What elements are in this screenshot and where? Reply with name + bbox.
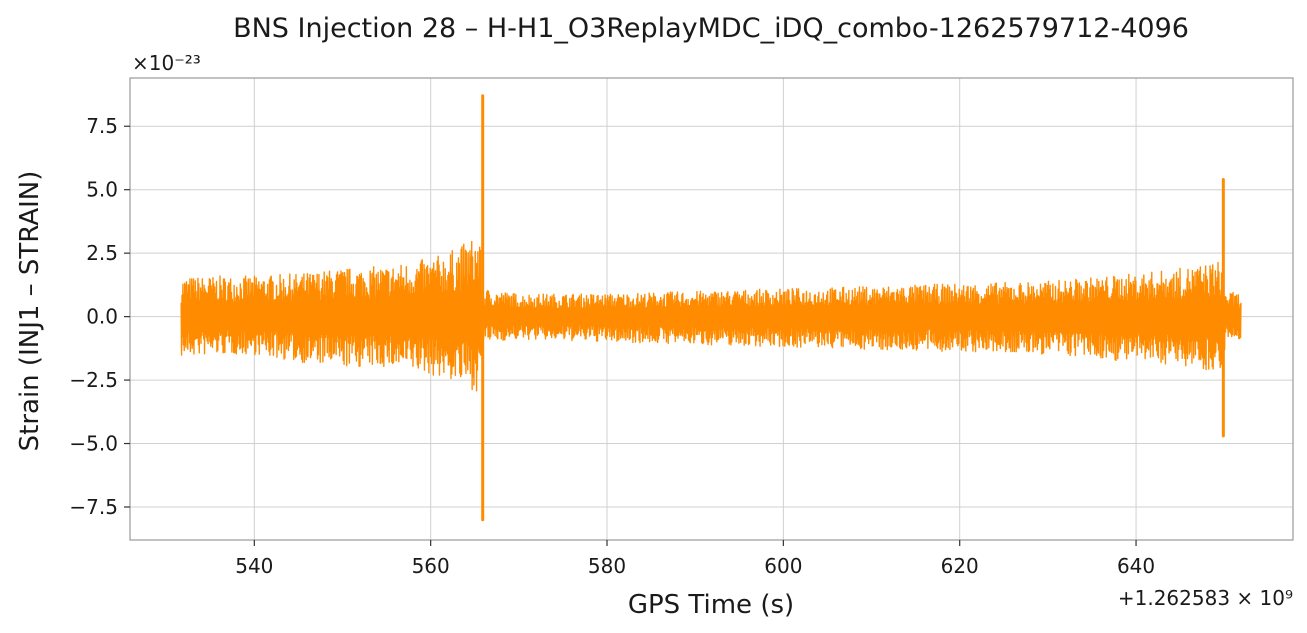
plot-frame <box>129 77 1294 541</box>
x-tick-label: 580 <box>588 554 626 578</box>
x-tick-label: 640 <box>1117 554 1155 578</box>
y-tick-label: −5.0 <box>69 432 118 456</box>
y-tick-label: −7.5 <box>69 495 118 519</box>
series-layer <box>180 94 1242 522</box>
chart-title: BNS Injection 28 – H-H1_O3ReplayMDC_iDQ_… <box>233 13 1189 44</box>
y-tick-label: 0.0 <box>86 305 118 329</box>
x-tick-label: 620 <box>941 554 979 578</box>
y-tick-label: 5.0 <box>86 178 118 202</box>
y-tick-label: −2.5 <box>69 368 118 392</box>
x-tick-label: 540 <box>235 554 273 578</box>
y-axis-ticks: −7.5 −5.0 −2.5 0.0 2.5 5.0 7.5 <box>69 114 130 519</box>
x-tick-label: 560 <box>412 554 450 578</box>
x-axis-label: GPS Time (s) <box>628 590 794 620</box>
y-axis-label: Strain (INJ1 – STRAIN) <box>15 171 45 452</box>
strain-series-line <box>180 240 1242 392</box>
x-offset-label: +1.262583 × 10⁹ <box>1118 586 1293 610</box>
y-tick-label: 7.5 <box>86 114 118 138</box>
y-scale-label: ×10⁻²³ <box>132 51 201 75</box>
y-tick-label: 2.5 <box>86 241 118 265</box>
x-tick-label: 600 <box>764 554 802 578</box>
x-axis-ticks: 540 560 580 600 620 640 <box>235 540 1155 578</box>
